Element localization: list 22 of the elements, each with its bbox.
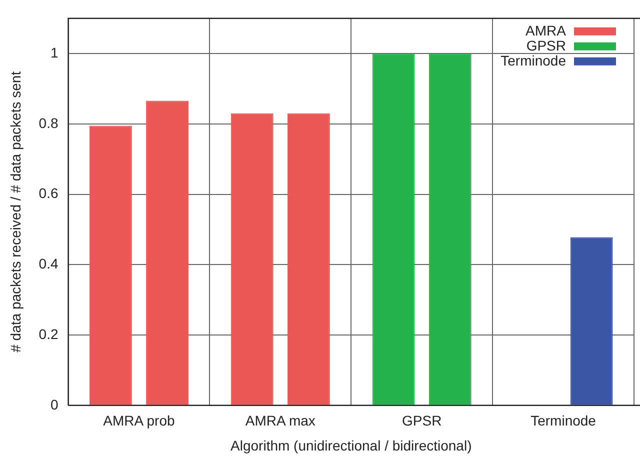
bar xyxy=(372,54,415,405)
legend-label: AMRA xyxy=(526,22,567,38)
x-tick-label: Terminode xyxy=(530,412,596,429)
x-tick-label: AMRA prob xyxy=(103,412,175,429)
y-tick-label: 0 xyxy=(50,396,58,412)
y-axis-title: # data packets received / # data packets sent xyxy=(7,71,24,352)
y-tick-label: 1 xyxy=(50,44,58,60)
legend-label: GPSR xyxy=(526,37,566,54)
x-axis-title: Algorithm (unidirectional / bidirectional) xyxy=(230,437,472,454)
bar xyxy=(428,54,472,405)
bar xyxy=(146,100,188,405)
bar xyxy=(570,237,613,405)
bar xyxy=(89,126,132,405)
y-tick-label: 0.4 xyxy=(38,256,58,272)
bar xyxy=(287,113,330,405)
bar xyxy=(230,113,274,405)
x-tick-label: AMRA max xyxy=(245,412,316,429)
y-tick-label: 0.2 xyxy=(38,326,58,342)
y-tick-label: 0.6 xyxy=(38,185,58,202)
y-tick-label: 0.8 xyxy=(38,114,58,131)
legend-label: Terminode xyxy=(500,52,566,68)
x-tick-label: GPSR xyxy=(402,412,442,429)
